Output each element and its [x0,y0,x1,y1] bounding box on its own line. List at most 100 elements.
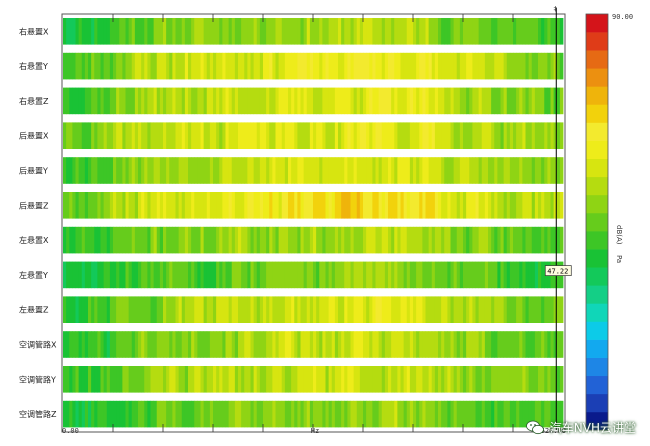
heatmap-cell [153,366,158,393]
heatmap-cell [97,87,101,115]
x-axis-ticks [112,14,514,432]
heatmap-cell [253,122,258,149]
heatmap-cell [88,122,92,149]
heatmap-cell [381,400,386,428]
heatmap-row [63,52,564,80]
cursor[interactable]: ‡47.22 [544,5,572,430]
heatmap-cell [94,18,98,45]
heatmap-cell [253,226,258,254]
heatmap-cell [259,192,264,219]
heatmap-cell [409,157,414,184]
heatmap-cell [253,192,258,219]
heatmap-cell [397,52,401,80]
heatmap-cell [509,296,514,323]
heatmap-cell [78,87,83,115]
heatmap-cell [416,18,420,45]
heatmap-cell [522,157,526,184]
heatmap-cell [66,52,70,80]
heatmap-cell [438,226,442,254]
heatmap-cell [172,52,176,80]
heatmap-cell [531,226,536,254]
heatmap-cell [219,366,223,393]
heatmap-cell [300,331,305,358]
colorbar-segment [586,303,608,322]
heatmap-cell [475,157,480,184]
heatmap-cell [256,331,261,358]
heatmap-cell [69,400,73,428]
heatmap-cell [66,87,70,115]
cursor-handle-icon[interactable]: ‡ [553,5,557,13]
heatmap-cell [538,331,542,358]
heatmap-cell [381,87,386,115]
heatmap-cell [222,366,226,393]
heatmap-cell [391,366,395,393]
heatmap-cell [231,87,236,115]
heatmap-cell [322,52,326,80]
heatmap-cell [75,261,80,289]
heatmap-cell [363,261,367,289]
heatmap-cell [309,366,314,393]
heatmap-cell [309,261,314,289]
heatmap-cell [250,366,255,393]
heatmap-cell [341,366,345,393]
heatmap-cell [453,192,458,219]
heatmap-cell [250,87,255,115]
heatmap-cell [556,18,561,45]
heatmap-cell [184,18,189,45]
heatmap-cell [153,226,158,254]
heatmap-cell [481,87,486,115]
heatmap-cell [366,192,370,219]
heatmap-cell [144,226,148,254]
heatmap-cell [244,87,248,115]
heatmap-cell [394,261,398,289]
heatmap-cell [259,52,264,80]
heatmap-cell [363,226,367,254]
heatmap-cell [128,400,133,428]
heatmap-cell [119,366,123,393]
heatmap-cell [556,157,561,184]
heatmap-cell [109,226,114,254]
heatmap-cell [147,400,151,428]
heatmap-cell [134,157,139,184]
heatmap-cell [384,18,389,45]
heatmap-cell [203,87,208,115]
heatmap-cell [322,296,326,323]
heatmap-cell [247,331,251,358]
heatmap-cell [141,366,145,393]
heatmap-cell [556,366,561,393]
heatmap-cell [188,226,192,254]
heatmap-cell [350,192,355,219]
heatmap-cell [222,157,226,184]
heatmap-cell [366,296,370,323]
heatmap-cell [519,52,523,80]
heatmap-cell [400,400,405,428]
heatmap-cell [209,366,214,393]
heatmap-cell [350,122,355,149]
heatmap-cell [266,52,270,80]
heatmap-cell [200,87,205,115]
heatmap-cell [522,296,526,323]
heatmap-cell [266,296,270,323]
heatmap-cell [244,296,248,323]
heatmap-cell [519,261,523,289]
heatmap-cell [116,52,120,80]
heatmap-cell [297,87,301,115]
heatmap-cell [447,296,451,323]
heatmap-cell [416,331,420,358]
heatmap-cell [434,331,439,358]
heatmap-cell [81,87,86,115]
heatmap-cell [91,18,95,45]
heatmap-cell [175,122,180,149]
heatmap-cell [94,296,98,323]
heatmap-cell [181,192,186,219]
heatmap-cell [125,157,130,184]
heatmap-cell [456,122,461,149]
heatmap-cell [453,261,458,289]
heatmap-cell [222,400,226,428]
heatmap-cell [438,192,442,219]
heatmap-cell [359,52,364,80]
heatmap-cell [466,400,470,428]
heatmap-cell [506,366,511,393]
heatmap-cell [472,192,476,219]
heatmap-cell [63,226,67,254]
